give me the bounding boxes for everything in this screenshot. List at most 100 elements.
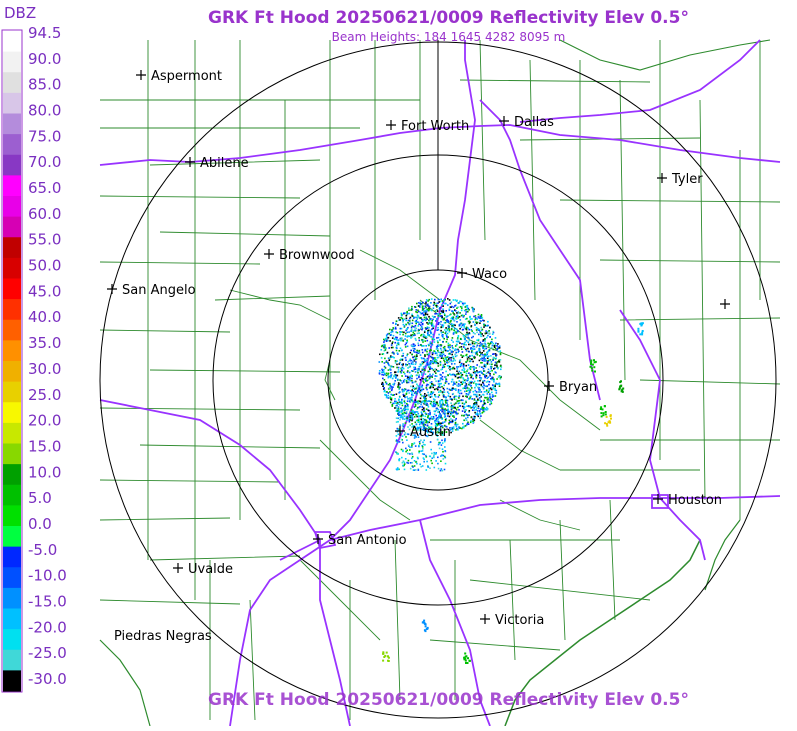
echo-pixel [438,315,441,318]
echo-pixel [418,375,420,377]
echo-pixel [481,361,483,364]
echo-pixel [455,411,457,413]
echo-pixel [430,309,433,312]
echo-pixel [424,402,426,404]
echo-pixel [466,368,469,371]
echo-pixel [453,388,456,390]
echo-pixel [637,329,640,332]
echo-pixel [385,374,388,377]
echo-pixel [420,411,423,413]
echo-pixel [400,317,402,319]
echo-pixel [400,431,402,434]
echo-pixel [411,418,414,420]
echo-pixel [396,439,398,442]
echo-pixel [439,401,441,404]
echo-pixel [388,347,390,349]
echo-pixel [462,303,465,306]
echo-pixel [439,313,442,315]
echo-pixel [443,384,445,387]
echo-pixel [455,425,458,428]
echo-pixel [469,367,471,369]
echo-pixel [448,411,451,413]
echo-pixel [399,424,401,426]
echo-pixel [397,417,399,420]
echo-pixel [622,387,625,390]
echo-pixel [471,341,474,344]
echo-pixel [426,363,428,365]
echo-pixel [398,399,400,401]
echo-pixel [450,407,453,410]
echo-pixel [492,356,495,359]
echo-pixel [457,383,460,385]
echo-pixel [435,362,437,365]
echo-pixel [463,379,466,382]
echo-pixel [407,321,409,324]
echo-pixel [418,369,420,372]
echo-pixel [482,346,484,348]
echo-pixel [411,319,414,322]
echo-pixel [436,417,439,419]
echo-pixel [436,401,438,403]
echo-pixel [497,367,499,370]
echo-pixel [384,349,387,351]
echo-pixel [420,303,422,306]
echo-pixel [446,318,448,321]
echo-pixel [411,389,414,391]
echo-pixel [425,316,428,319]
echo-pixel [401,402,403,404]
echo-pixel [483,391,486,393]
echo-pixel [469,315,471,318]
echo-pixel [401,425,404,427]
echo-pixel [437,404,440,407]
echo-pixel [463,387,466,389]
echo-pixel [396,336,398,339]
echo-pixel [463,414,465,417]
echo-pixel [422,425,425,427]
echo-pixel [469,318,472,320]
echo-pixel [422,318,425,321]
echo-pixel [441,355,444,357]
echo-pixel [414,412,416,415]
echo-pixel [413,442,416,444]
echo-pixel [425,306,427,309]
echo-pixel [479,388,481,391]
echo-pixel [461,427,463,430]
echo-pixel [418,423,421,426]
echo-pixel [478,394,481,396]
echo-pixel [465,326,468,329]
echo-pixel [401,388,404,391]
echo-pixel [428,349,431,352]
echo-pixel [466,353,468,356]
echo-pixel [460,314,463,317]
echo-pixel [415,319,418,322]
echo-pixel [473,357,476,360]
echo-pixel [458,392,461,395]
echo-pixel [433,451,435,454]
echo-pixel [443,359,445,362]
echo-pixel [387,376,390,379]
echo-pixel [400,448,403,451]
echo-pixel [461,383,463,385]
echo-pixel [481,412,484,414]
echo-pixel [424,424,427,426]
echo-pixel [496,345,498,347]
echo-pixel [395,375,397,378]
echo-pixel [421,322,424,325]
echo-pixel [410,345,413,347]
echo-pixel [428,419,431,421]
echo-pixel [446,327,449,330]
echo-pixel [476,407,478,409]
echo-pixel [446,321,449,323]
echo-pixel [416,368,419,370]
echo-pixel [475,395,478,398]
echo-pixel [485,390,488,393]
echo-pixel [436,337,438,339]
echo-pixel [447,392,450,395]
echo-pixel [451,426,453,429]
echo-pixel [395,405,397,407]
echo-pixel [460,381,462,384]
echo-pixel [420,326,423,328]
echo-pixel [425,387,428,389]
echo-pixel [468,332,471,334]
